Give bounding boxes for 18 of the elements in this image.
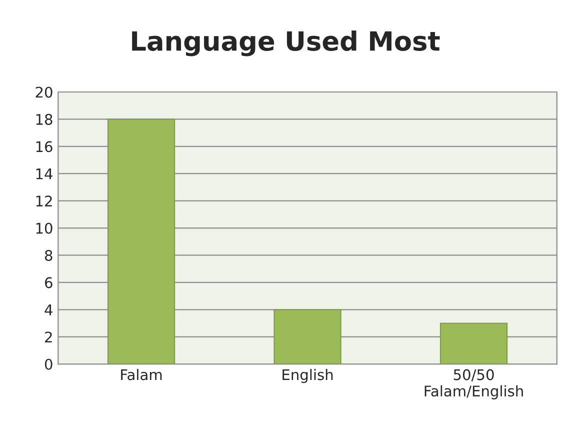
- x-tick-label: Falam: [121, 368, 162, 380]
- y-tick-label: 0: [44, 358, 52, 370]
- y-tick-label: 2: [45, 332, 52, 342]
- y-tick-label: 20: [36, 86, 52, 98]
- bar: [107, 118, 176, 364]
- bar: [274, 309, 342, 364]
- y-tick-label: 18: [36, 114, 52, 125]
- y-tick-label: 14: [36, 168, 52, 180]
- x-tick-label: 50/50 Falam/English: [424, 369, 523, 400]
- y-tick-label: 8: [44, 250, 52, 261]
- y-tick-label: 16: [36, 141, 52, 152]
- y-tick-label: 10: [36, 222, 52, 234]
- y-tick-label: 6: [45, 277, 52, 288]
- chart-title: Language Used Most: [132, 30, 440, 56]
- y-tick-label: 4: [44, 304, 52, 316]
- x-tick-label: English: [282, 368, 333, 384]
- bar: [440, 322, 508, 364]
- y-tick-label: 12: [36, 196, 52, 206]
